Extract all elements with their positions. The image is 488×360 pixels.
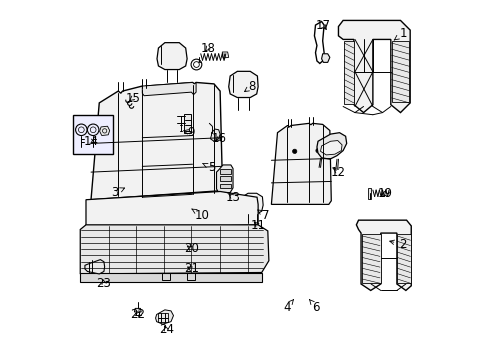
Text: 20: 20 bbox=[183, 242, 199, 255]
Polygon shape bbox=[396, 234, 410, 283]
Polygon shape bbox=[316, 133, 346, 159]
Polygon shape bbox=[362, 234, 380, 283]
Bar bbox=[220, 176, 230, 181]
Text: 21: 21 bbox=[183, 262, 199, 275]
Text: 10: 10 bbox=[191, 209, 209, 222]
Polygon shape bbox=[85, 260, 104, 274]
Polygon shape bbox=[367, 188, 370, 199]
Text: 19: 19 bbox=[377, 187, 392, 200]
Text: 16: 16 bbox=[211, 132, 226, 145]
Text: 17: 17 bbox=[315, 19, 329, 32]
Polygon shape bbox=[271, 123, 330, 204]
Text: 12: 12 bbox=[330, 166, 345, 179]
Polygon shape bbox=[86, 192, 258, 229]
Text: 14: 14 bbox=[83, 135, 98, 148]
Polygon shape bbox=[100, 126, 109, 135]
Circle shape bbox=[315, 148, 320, 153]
Polygon shape bbox=[241, 193, 263, 214]
Polygon shape bbox=[142, 82, 196, 96]
Text: 2: 2 bbox=[389, 238, 406, 251]
Polygon shape bbox=[155, 310, 173, 324]
Text: 3: 3 bbox=[111, 186, 124, 199]
Polygon shape bbox=[391, 41, 408, 102]
Polygon shape bbox=[157, 42, 187, 69]
Text: 8: 8 bbox=[244, 80, 256, 93]
Polygon shape bbox=[320, 140, 341, 155]
Text: 11: 11 bbox=[250, 219, 265, 233]
Bar bbox=[162, 273, 169, 280]
Text: 4: 4 bbox=[283, 300, 293, 314]
Text: 22: 22 bbox=[130, 308, 145, 321]
Text: 1: 1 bbox=[393, 27, 406, 40]
Text: 23: 23 bbox=[96, 277, 111, 290]
Text: 5: 5 bbox=[202, 161, 215, 174]
Bar bbox=[158, 314, 168, 322]
Text: 7: 7 bbox=[257, 209, 268, 222]
Polygon shape bbox=[228, 71, 258, 98]
Bar bbox=[220, 184, 230, 188]
Polygon shape bbox=[321, 54, 329, 62]
Text: 15: 15 bbox=[125, 92, 140, 105]
Polygon shape bbox=[338, 21, 409, 113]
Bar bbox=[183, 114, 191, 133]
Polygon shape bbox=[80, 225, 268, 274]
Polygon shape bbox=[134, 309, 141, 312]
Polygon shape bbox=[91, 82, 222, 200]
Bar bbox=[73, 115, 113, 154]
Text: 24: 24 bbox=[159, 323, 173, 336]
Text: 13: 13 bbox=[225, 191, 240, 204]
Circle shape bbox=[292, 149, 296, 153]
Bar bbox=[187, 273, 195, 280]
Polygon shape bbox=[216, 165, 233, 193]
Text: 9: 9 bbox=[183, 126, 195, 139]
Polygon shape bbox=[210, 129, 220, 141]
Polygon shape bbox=[356, 220, 410, 291]
Polygon shape bbox=[80, 273, 261, 282]
Text: 18: 18 bbox=[200, 41, 215, 54]
Bar bbox=[220, 168, 230, 174]
Polygon shape bbox=[344, 41, 353, 104]
Polygon shape bbox=[222, 52, 228, 58]
Text: 6: 6 bbox=[309, 300, 319, 314]
